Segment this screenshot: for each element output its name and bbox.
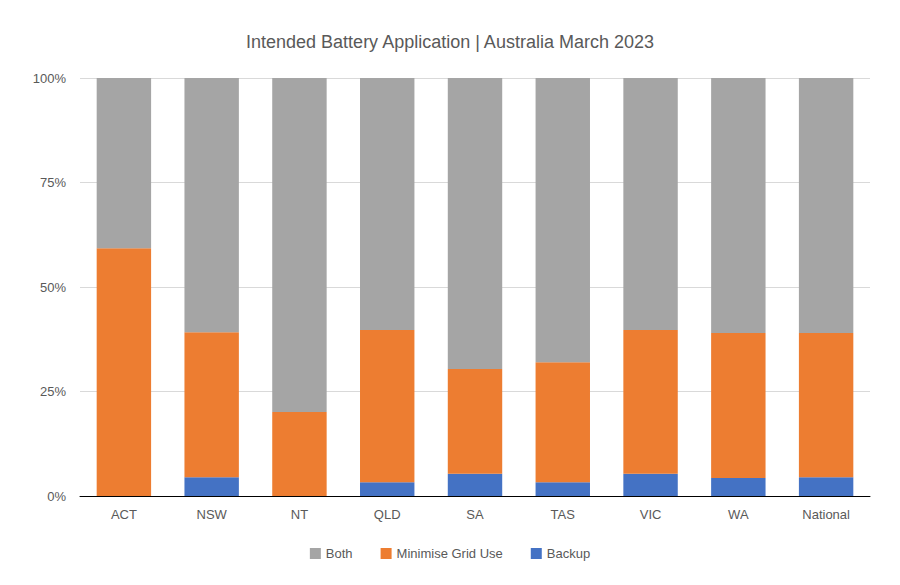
svg-text:QLD: QLD xyxy=(374,507,401,522)
svg-text:TAS: TAS xyxy=(551,507,576,522)
svg-text:Backup: Backup xyxy=(547,546,590,561)
svg-text:SA: SA xyxy=(466,507,484,522)
svg-text:75%: 75% xyxy=(40,175,66,190)
svg-text:NSW: NSW xyxy=(196,507,227,522)
svg-text:25%: 25% xyxy=(40,384,66,399)
svg-text:VIC: VIC xyxy=(640,507,662,522)
svg-text:Intended Battery Application |: Intended Battery Application | Australia… xyxy=(246,32,654,52)
svg-text:WA: WA xyxy=(728,507,749,522)
svg-text:50%: 50% xyxy=(40,280,66,295)
svg-text:Both: Both xyxy=(326,546,353,561)
svg-text:Minimise Grid Use: Minimise Grid Use xyxy=(397,546,503,561)
svg-text:ACT: ACT xyxy=(111,507,137,522)
svg-text:0%: 0% xyxy=(47,489,66,504)
svg-text:National: National xyxy=(802,507,850,522)
svg-text:NT: NT xyxy=(291,507,308,522)
svg-text:100%: 100% xyxy=(33,71,67,86)
